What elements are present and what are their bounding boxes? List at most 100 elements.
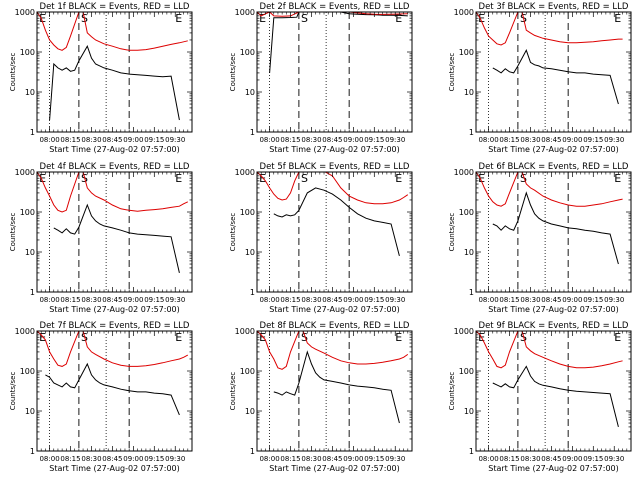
lld-trace <box>476 331 623 369</box>
y-tick-label: 10 <box>464 88 474 97</box>
y-tick-label: 100 <box>240 208 255 217</box>
lld-trace <box>257 12 408 17</box>
x-tick-label: 08:45 <box>102 136 122 144</box>
y-axis-label: Counts/sec <box>229 372 237 411</box>
y-tick-label: 100 <box>459 367 474 376</box>
marker-label: E <box>478 172 485 185</box>
y-tick-label: 1 <box>250 447 255 456</box>
x-tick-label: 09:30 <box>604 136 624 144</box>
x-tick-label: 09:00 <box>343 455 363 463</box>
y-tick-label: 1000 <box>15 327 35 336</box>
events-trace <box>273 350 400 424</box>
x-tick-label: 09:00 <box>123 455 143 463</box>
y-tick-label: 100 <box>459 208 474 217</box>
y-tick-label: 1 <box>469 288 474 297</box>
x-tick-label: 09:15 <box>144 296 164 304</box>
y-tick-label: 1000 <box>235 8 255 17</box>
marker-label: E <box>39 172 46 185</box>
x-axis-label: Start Time (27-Aug-02 07:57:00) <box>269 464 400 473</box>
x-tick-label: 08:15 <box>60 455 80 463</box>
events-trace <box>53 203 180 274</box>
marker-label: E <box>175 172 182 185</box>
x-tick-label: 08:30 <box>301 136 321 144</box>
x-tick-label: 08:15 <box>60 136 80 144</box>
lld-trace <box>476 172 623 207</box>
x-tick-label: 09:15 <box>144 136 164 144</box>
x-tick-label: 08:45 <box>541 455 561 463</box>
x-axis-label: Start Time (27-Aug-02 07:57:00) <box>488 145 619 154</box>
y-tick-label: 10 <box>245 248 255 257</box>
marker-label: S <box>301 172 308 185</box>
y-tick-label: 1000 <box>454 168 474 177</box>
marker-label: E <box>39 331 46 344</box>
x-tick-label: 09:15 <box>583 455 603 463</box>
plot-frame <box>256 330 413 452</box>
plot-frame <box>256 171 413 293</box>
panel-title: Det 5f BLACK = Events, RED = LLD <box>260 162 410 172</box>
y-axis-label: Counts/sec <box>448 53 456 92</box>
x-tick-label: 09:15 <box>583 136 603 144</box>
marker-label: E <box>175 12 182 25</box>
x-tick-label: 08:45 <box>322 455 342 463</box>
y-tick-label: 1000 <box>235 327 255 336</box>
panel-title: Det 8f BLACK = Events, RED = LLD <box>260 321 410 331</box>
y-tick-label: 1000 <box>235 168 255 177</box>
plot-frame <box>256 11 413 133</box>
y-tick-label: 1000 <box>454 8 474 17</box>
x-tick-label: 08:45 <box>102 455 122 463</box>
y-tick-label: 10 <box>25 248 35 257</box>
lld-trace <box>37 12 188 51</box>
x-tick-label: 08:45 <box>322 136 342 144</box>
plot-frame <box>36 11 193 133</box>
events-trace <box>269 12 408 73</box>
y-tick-label: 100 <box>20 367 35 376</box>
y-tick-label: 1 <box>30 128 35 137</box>
y-tick-label: 1 <box>469 447 474 456</box>
y-axis-label: Counts/sec <box>9 53 17 92</box>
marker-label: E <box>259 12 266 25</box>
lld-trace <box>257 331 409 370</box>
marker-label: E <box>395 12 402 25</box>
y-tick-label: 100 <box>240 367 255 376</box>
x-tick-label: 09:00 <box>343 136 363 144</box>
x-tick-label: 08:15 <box>280 136 300 144</box>
y-tick-label: 10 <box>25 88 35 97</box>
y-tick-label: 1000 <box>454 327 474 336</box>
x-axis-label: Start Time (27-Aug-02 07:57:00) <box>488 305 619 314</box>
x-axis-label: Start Time (27-Aug-02 07:57:00) <box>488 464 619 473</box>
x-tick-label: 08:30 <box>81 296 101 304</box>
x-tick-label: 09:15 <box>364 455 384 463</box>
x-tick-label: 09:15 <box>364 296 384 304</box>
y-tick-label: 10 <box>245 407 255 416</box>
x-tick-label: 08:15 <box>280 455 300 463</box>
marker-label: E <box>395 172 402 185</box>
panel-title: Det 7f BLACK = Events, RED = LLD <box>40 321 190 331</box>
events-trace <box>492 191 619 265</box>
y-tick-label: 1000 <box>15 168 35 177</box>
x-tick-label: 08:00 <box>39 455 59 463</box>
x-tick-label: 08:15 <box>499 455 519 463</box>
x-tick-label: 09:00 <box>123 296 143 304</box>
y-tick-label: 100 <box>459 48 474 57</box>
plot-frame <box>475 330 632 452</box>
marker-label: E <box>614 12 621 25</box>
y-tick-label: 100 <box>240 48 255 57</box>
y-axis-label: Counts/sec <box>229 53 237 92</box>
marker-label: S <box>301 331 308 344</box>
x-axis-label: Start Time (27-Aug-02 07:57:00) <box>269 145 400 154</box>
plot-frame <box>36 171 193 293</box>
events-trace <box>273 187 400 257</box>
x-tick-label: 09:30 <box>385 455 405 463</box>
x-tick-label: 09:00 <box>343 296 363 304</box>
marker-label: E <box>614 172 621 185</box>
x-tick-label: 09:30 <box>385 296 405 304</box>
y-tick-label: 1000 <box>15 8 35 17</box>
x-tick-label: 08:15 <box>499 296 519 304</box>
lld-trace <box>37 331 189 367</box>
plot-frame <box>475 11 632 133</box>
